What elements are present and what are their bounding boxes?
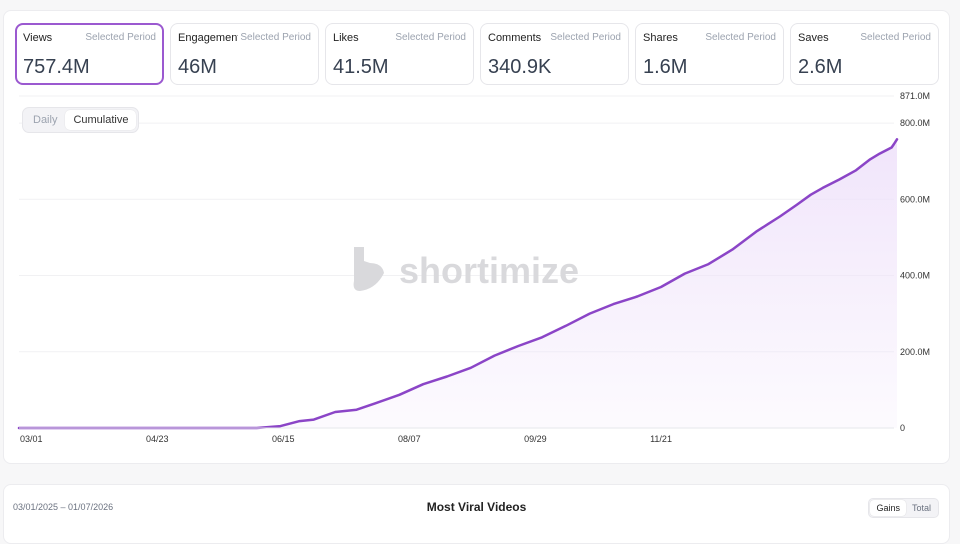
metric-period: Selected Period — [550, 32, 621, 43]
metric-period: Selected Period — [85, 32, 156, 43]
metric-label: Engagement — [178, 32, 238, 44]
metric-label: Shares — [643, 32, 678, 44]
metric-label: Comments — [488, 32, 542, 44]
metric-label: Views — [23, 32, 53, 44]
metric-label: Saves — [798, 32, 829, 44]
metric-card-likes[interactable]: Likes Selected Period 41.5M — [325, 23, 474, 85]
metric-period: Selected Period — [395, 32, 466, 43]
toggle-total[interactable]: Total — [911, 503, 931, 513]
metric-card-shares[interactable]: Shares Selected Period 1.6M — [635, 23, 784, 85]
metric-value: 41.5M — [333, 56, 389, 78]
y-tick-label: 400.0M — [900, 271, 930, 281]
x-tick-label: 03/01 — [20, 434, 43, 444]
chart-area-layer — [17, 138, 899, 430]
y-tick-label: 200.0M — [900, 347, 930, 357]
x-tick-label: 04/23 — [146, 434, 169, 444]
x-tick-label: 06/15 — [272, 434, 295, 444]
x-tick-label: 11/21 — [650, 434, 672, 444]
viral-videos-card: 03/01/2025 – 01/07/2026 Most Viral Video… — [3, 484, 950, 544]
metric-value: 757.4M — [23, 56, 90, 78]
y-tick-label: 800.0M — [900, 118, 930, 128]
x-tick-label: 08/07 — [398, 434, 421, 444]
metric-period: Selected Period — [860, 32, 931, 43]
y-tick-label: 871.0M — [900, 91, 930, 101]
metric-label: Likes — [333, 32, 359, 44]
section-title: Most Viral Videos — [426, 500, 527, 514]
metric-cards: Views Selected Period 757.4M Engagement … — [15, 23, 945, 85]
metric-value: 1.6M — [643, 56, 688, 78]
metric-value: 46M — [178, 56, 217, 78]
x-tick-label: 09/29 — [524, 434, 547, 444]
y-tick-label: 600.0M — [900, 194, 930, 204]
performance-card: shortimize 871.0M 800.0M 600.0M 400.0M 200.0… — [3, 10, 950, 464]
metric-value: 340.9K — [488, 56, 552, 78]
metric-card-comments[interactable]: Comments Selected Period 340.9K — [480, 23, 629, 85]
toggle-daily[interactable]: Daily — [33, 114, 58, 126]
x-axis: 03/01 04/23 06/15 08/07 09/29 11/21 — [20, 434, 672, 444]
metric-period: Selected Period — [705, 32, 776, 43]
metric-card-views[interactable]: Views Selected Period 757.4M — [15, 23, 164, 85]
metric-period: Selected Period — [240, 32, 311, 43]
watermark-logo-icon — [353, 247, 384, 291]
metric-card-engagement[interactable]: Engagement Selected Period 46M — [170, 23, 319, 85]
toggle-cumulative[interactable]: Cumulative — [65, 110, 137, 130]
daily-cumulative-toggle: Daily Cumulative — [22, 107, 140, 133]
gains-total-toggle: Gains Total — [868, 498, 939, 518]
y-tick-label: 0 — [900, 423, 905, 433]
watermark: shortimize — [353, 247, 579, 291]
date-range: 03/01/2025 – 01/07/2026 — [13, 502, 114, 512]
y-axis: 871.0M 800.0M 600.0M 400.0M 200.0M 0 — [900, 91, 930, 433]
cumulative-views-chart: shortimize 871.0M 800.0M 600.0M 400.0M 200.0… — [17, 91, 930, 444]
series-area — [19, 139, 897, 429]
toggle-gains[interactable]: Gains — [870, 500, 906, 516]
watermark-text: shortimize — [399, 250, 579, 291]
metric-value: 2.6M — [798, 56, 843, 78]
metric-card-saves[interactable]: Saves Selected Period 2.6M — [790, 23, 939, 85]
series-line — [17, 138, 899, 430]
